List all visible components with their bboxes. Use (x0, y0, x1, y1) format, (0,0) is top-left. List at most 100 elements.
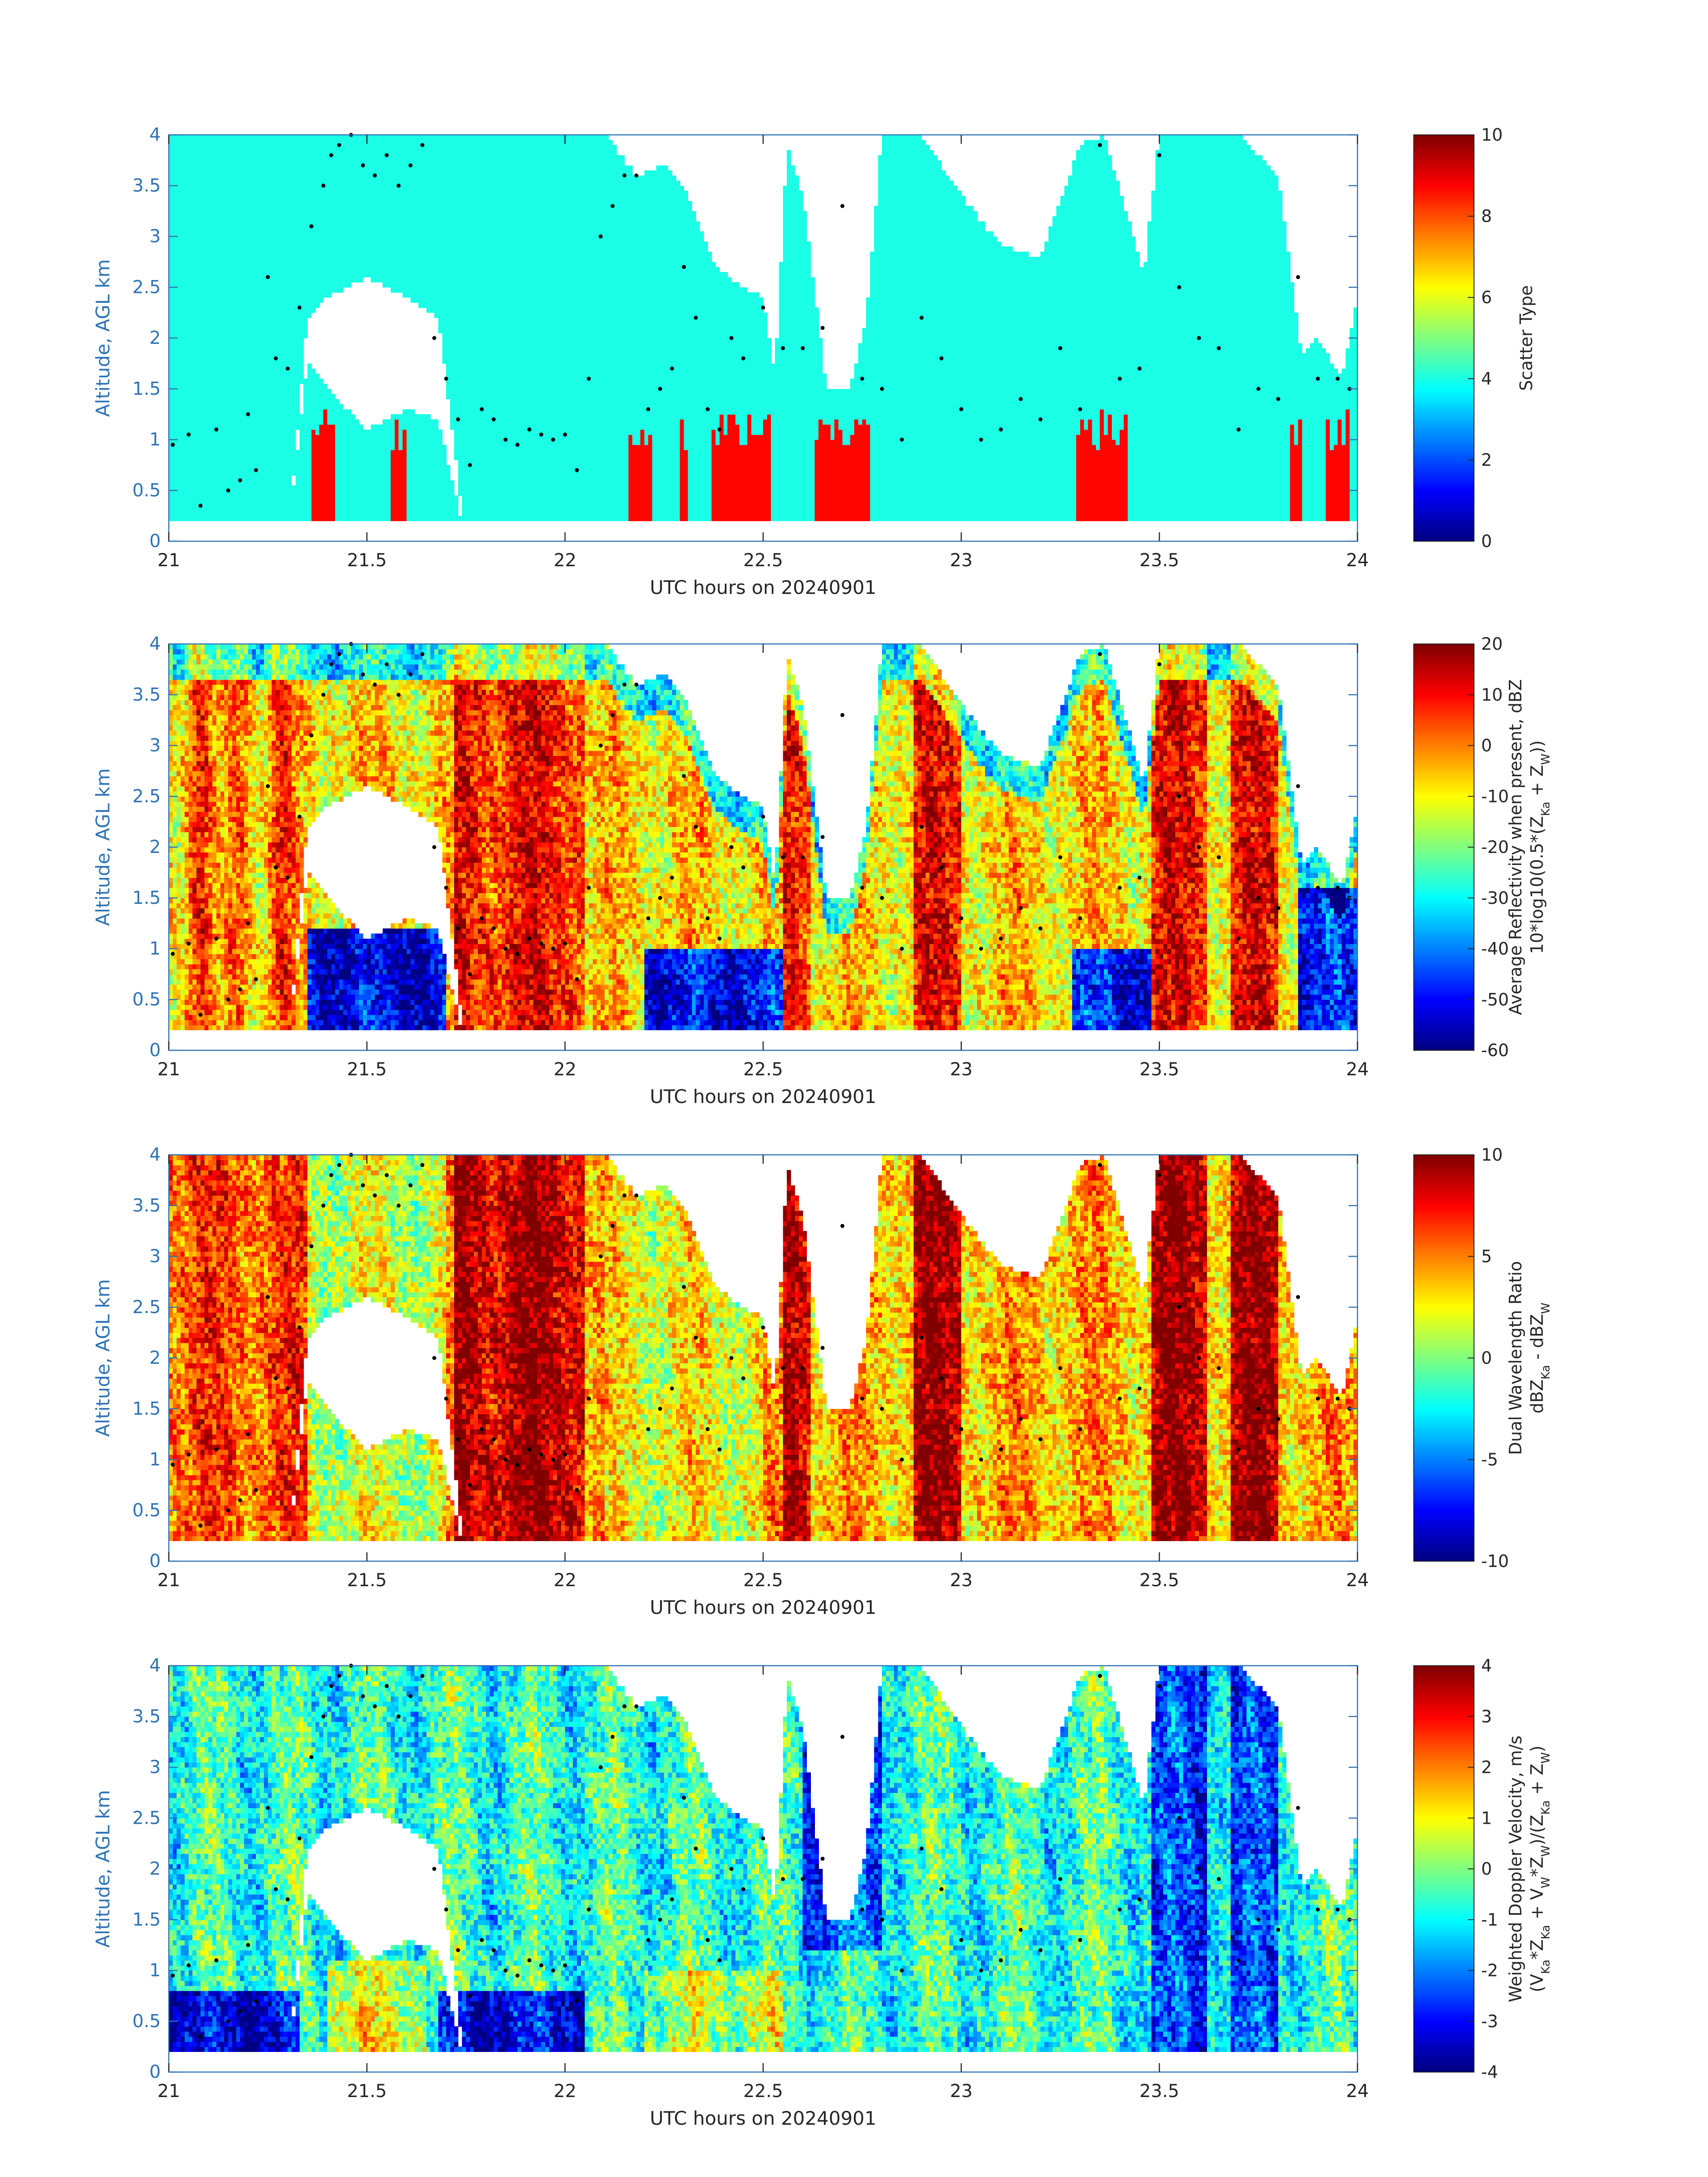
heatmap-cell (181, 211, 185, 217)
heatmap-cell (224, 140, 229, 145)
heatmap-cell (240, 343, 245, 348)
heatmap-cell (240, 485, 245, 491)
heatmap-cell (232, 313, 237, 318)
heatmap-cell (185, 419, 189, 425)
heatmap-cell (232, 267, 237, 272)
heatmap-cell (240, 501, 245, 506)
heatmap-cell (196, 272, 201, 277)
heatmap-cell (192, 277, 197, 283)
heatmap-cell (185, 516, 189, 521)
heatmap-cell (192, 206, 197, 211)
heatmap-cell (236, 282, 241, 288)
heatmap-cell (240, 277, 245, 283)
heatmap-cell (200, 485, 205, 491)
heatmap-cell (213, 455, 217, 460)
heatmap-cell (232, 221, 237, 226)
heatmap-cell (169, 175, 173, 181)
heatmap-cell (228, 323, 232, 328)
heatmap-cell (200, 272, 205, 277)
heatmap-cell (181, 506, 185, 511)
heatmap-cell (200, 435, 205, 440)
heatmap-cell (213, 389, 217, 394)
heatmap-cell (244, 165, 249, 171)
heatmap-cell (224, 272, 229, 277)
heatmap-cell (196, 313, 201, 318)
heatmap-cell (244, 435, 249, 440)
heatmap-cell (181, 165, 185, 171)
heatmap-cell (205, 191, 209, 196)
heatmap-cell (205, 221, 209, 226)
heatmap-cell (181, 221, 185, 226)
heatmap-cell (200, 430, 205, 435)
heatmap-cell (185, 455, 189, 460)
heatmap-cell (173, 394, 177, 399)
heatmap-cell (169, 364, 173, 369)
heatmap-cell (200, 242, 205, 247)
heatmap-cell (173, 226, 177, 232)
heatmap-cell (173, 247, 177, 252)
heatmap-cell (217, 511, 221, 516)
heatmap-cell (192, 333, 197, 338)
heatmap-cell (228, 196, 232, 201)
heatmap-cell (228, 516, 232, 521)
heatmap-cell (177, 206, 181, 211)
heatmap-cell (228, 460, 232, 465)
heatmap-cell (217, 308, 221, 313)
heatmap-cell (213, 297, 217, 303)
heatmap-cell (205, 252, 209, 257)
heatmap-cell (213, 496, 217, 501)
heatmap-cell (236, 313, 241, 318)
heatmap-cell (228, 191, 232, 196)
heatmap-cell (200, 292, 205, 298)
heatmap-cell (173, 506, 177, 511)
heatmap-cell (217, 292, 221, 298)
heatmap-cell (205, 257, 209, 262)
heatmap-cell (181, 282, 185, 288)
heatmap-cell (244, 226, 249, 232)
heatmap-cell (240, 150, 245, 155)
heatmap-cell (196, 221, 201, 226)
heatmap-cell (236, 485, 241, 491)
heatmap-cell (217, 359, 221, 364)
heatmap-cell (192, 287, 197, 292)
heatmap-cell (224, 247, 229, 252)
heatmap-cell (205, 272, 209, 277)
heatmap-cell (220, 175, 225, 181)
heatmap-cell (236, 135, 241, 140)
heatmap-cell (205, 409, 209, 414)
heatmap-cell (196, 262, 201, 267)
heatmap-cell (232, 384, 237, 389)
heatmap-cell (192, 414, 197, 420)
heatmap-cell (240, 353, 245, 359)
heatmap-cell (240, 231, 245, 237)
heatmap-cell (213, 404, 217, 409)
heatmap-cell (224, 237, 229, 242)
heatmap-cell (232, 211, 237, 217)
heatmap-cell (181, 186, 185, 191)
heatmap-cell (224, 277, 229, 283)
heatmap-cell (213, 399, 217, 405)
heatmap-cell (220, 206, 225, 211)
heatmap-cell (200, 160, 205, 166)
heatmap-cell (188, 318, 193, 323)
heatmap-cell (232, 368, 237, 374)
heatmap-cell (196, 155, 201, 161)
heatmap-cell (205, 226, 209, 232)
heatmap-cell (224, 475, 229, 481)
heatmap-cell (224, 424, 229, 430)
heatmap-cell (209, 201, 213, 206)
heatmap-cell (185, 302, 189, 308)
heatmap-cell (228, 475, 232, 481)
heatmap-cell (236, 496, 241, 501)
heatmap-cell (228, 175, 232, 181)
heatmap-cell (213, 267, 217, 272)
heatmap-cell (205, 485, 209, 491)
heatmap-cell (224, 242, 229, 247)
heatmap-cell (188, 302, 193, 308)
heatmap-cell (181, 440, 185, 445)
heatmap-cell (192, 175, 197, 181)
heatmap-cell (244, 445, 249, 450)
heatmap-cell (177, 135, 181, 140)
heatmap-cell (177, 379, 181, 384)
heatmap-cell (188, 262, 193, 267)
